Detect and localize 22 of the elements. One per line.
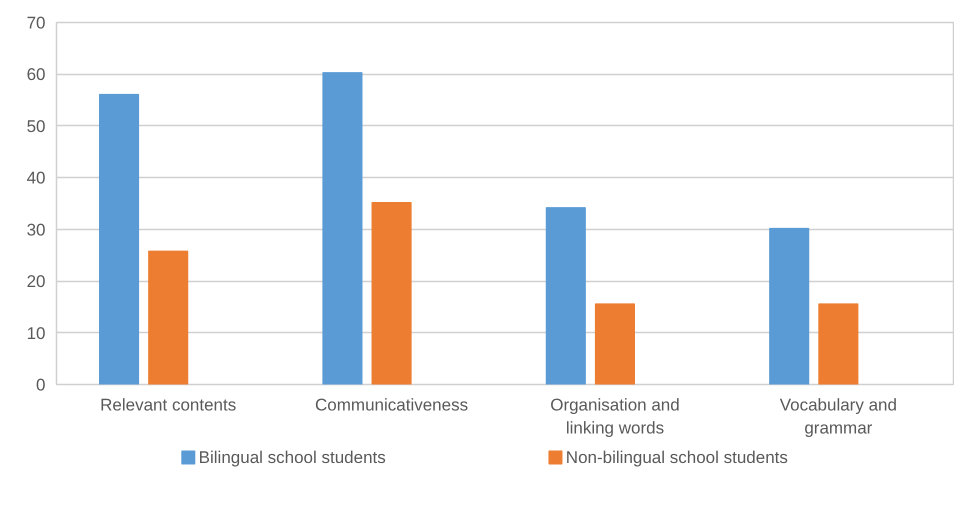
bar bbox=[818, 303, 858, 384]
y-tick-label: 0 bbox=[36, 376, 46, 394]
y-tick-label: 30 bbox=[26, 220, 46, 240]
y-tick-label: 50 bbox=[26, 116, 46, 136]
y-tick-label: 10 bbox=[26, 324, 46, 343]
bar bbox=[322, 72, 362, 384]
x-tick-label: Organisation and linking words bbox=[550, 396, 680, 438]
legend-label: Non-bilingual school students bbox=[566, 448, 788, 467]
bar bbox=[372, 202, 412, 384]
y-tick-label: 40 bbox=[26, 168, 46, 188]
x-tick-label: Relevant contents bbox=[100, 396, 236, 414]
bar bbox=[148, 250, 188, 384]
y-tick-label: 20 bbox=[26, 272, 46, 292]
x-tick-label: Vocabulary and grammar bbox=[780, 396, 897, 438]
x-tick-label: Communicativeness bbox=[315, 396, 468, 414]
bar bbox=[769, 228, 810, 384]
legend-label: Bilingual school students bbox=[198, 448, 386, 467]
bar bbox=[546, 207, 586, 384]
y-tick-label: 60 bbox=[26, 65, 46, 84]
y-tick-label: 70 bbox=[26, 14, 46, 32]
bar bbox=[99, 94, 140, 384]
bar bbox=[594, 303, 636, 384]
